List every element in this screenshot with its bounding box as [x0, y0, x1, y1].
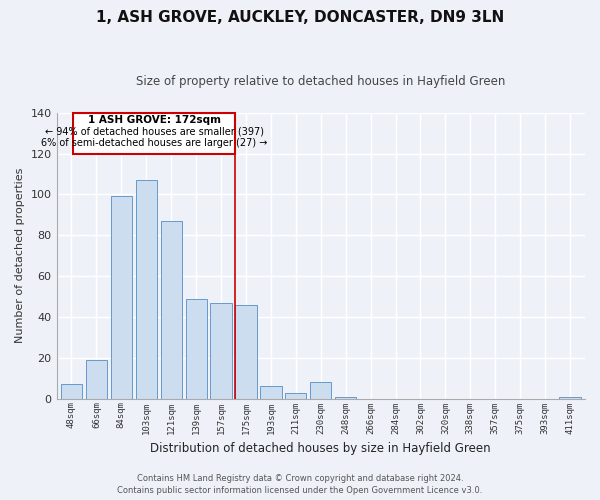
- Bar: [260, 386, 281, 398]
- Y-axis label: Number of detached properties: Number of detached properties: [15, 168, 25, 344]
- Bar: [211, 302, 232, 398]
- Text: 6% of semi-detached houses are larger (27) →: 6% of semi-detached houses are larger (2…: [41, 138, 268, 148]
- Bar: [61, 384, 82, 398]
- Text: 1, ASH GROVE, AUCKLEY, DONCASTER, DN9 3LN: 1, ASH GROVE, AUCKLEY, DONCASTER, DN9 3L…: [96, 10, 504, 25]
- Bar: [310, 382, 331, 398]
- FancyBboxPatch shape: [73, 113, 235, 154]
- Bar: [136, 180, 157, 398]
- Text: Contains HM Land Registry data © Crown copyright and database right 2024.
Contai: Contains HM Land Registry data © Crown c…: [118, 474, 482, 495]
- Bar: [185, 298, 207, 398]
- Bar: [111, 196, 132, 398]
- Text: ← 94% of detached houses are smaller (397): ← 94% of detached houses are smaller (39…: [45, 126, 264, 136]
- Bar: [86, 360, 107, 399]
- Bar: [559, 396, 581, 398]
- Text: 1 ASH GROVE: 172sqm: 1 ASH GROVE: 172sqm: [88, 115, 221, 125]
- Bar: [161, 221, 182, 398]
- Bar: [235, 304, 257, 398]
- Bar: [335, 396, 356, 398]
- X-axis label: Distribution of detached houses by size in Hayfield Green: Distribution of detached houses by size …: [151, 442, 491, 455]
- Bar: [285, 392, 307, 398]
- Title: Size of property relative to detached houses in Hayfield Green: Size of property relative to detached ho…: [136, 75, 505, 88]
